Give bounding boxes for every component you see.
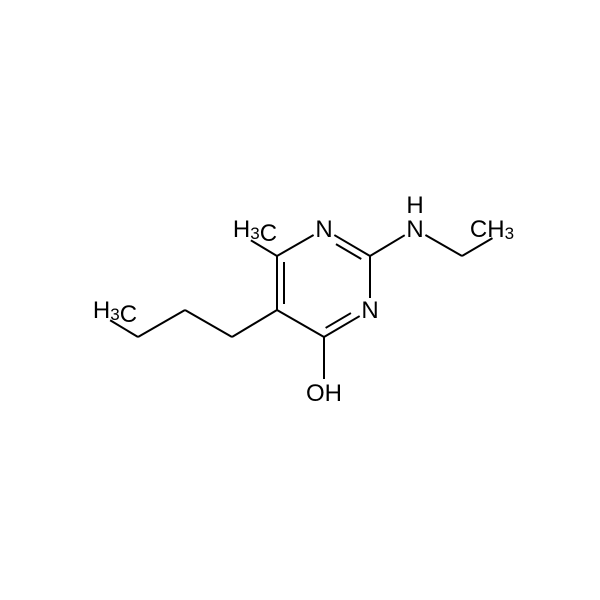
chemical-structure: NNOHH3CNHCH3H3C [0, 0, 600, 600]
atom-label-OH: OH [306, 380, 342, 407]
bond [370, 235, 405, 256]
atom-label-Cb4: H3C [93, 297, 137, 328]
atom-label-NH: N [406, 216, 423, 243]
bond [232, 310, 277, 337]
atom-label-N3: N [361, 297, 378, 324]
atom-label-Cet2: CH3 [470, 216, 514, 243]
bond [277, 310, 324, 337]
bonds-layer [110, 235, 492, 379]
bond [425, 235, 462, 256]
atom-label-CH3a: H3C [233, 216, 277, 247]
atom-label-NHH: H [406, 192, 423, 219]
bond-double-inner [336, 244, 361, 259]
atoms-layer: NNOHH3CNHCH3H3C [93, 192, 514, 407]
bond-double-inner [326, 313, 351, 328]
bond [138, 310, 185, 337]
atom-label-N1: N [315, 216, 332, 243]
bond [277, 235, 314, 256]
bond [185, 310, 232, 337]
